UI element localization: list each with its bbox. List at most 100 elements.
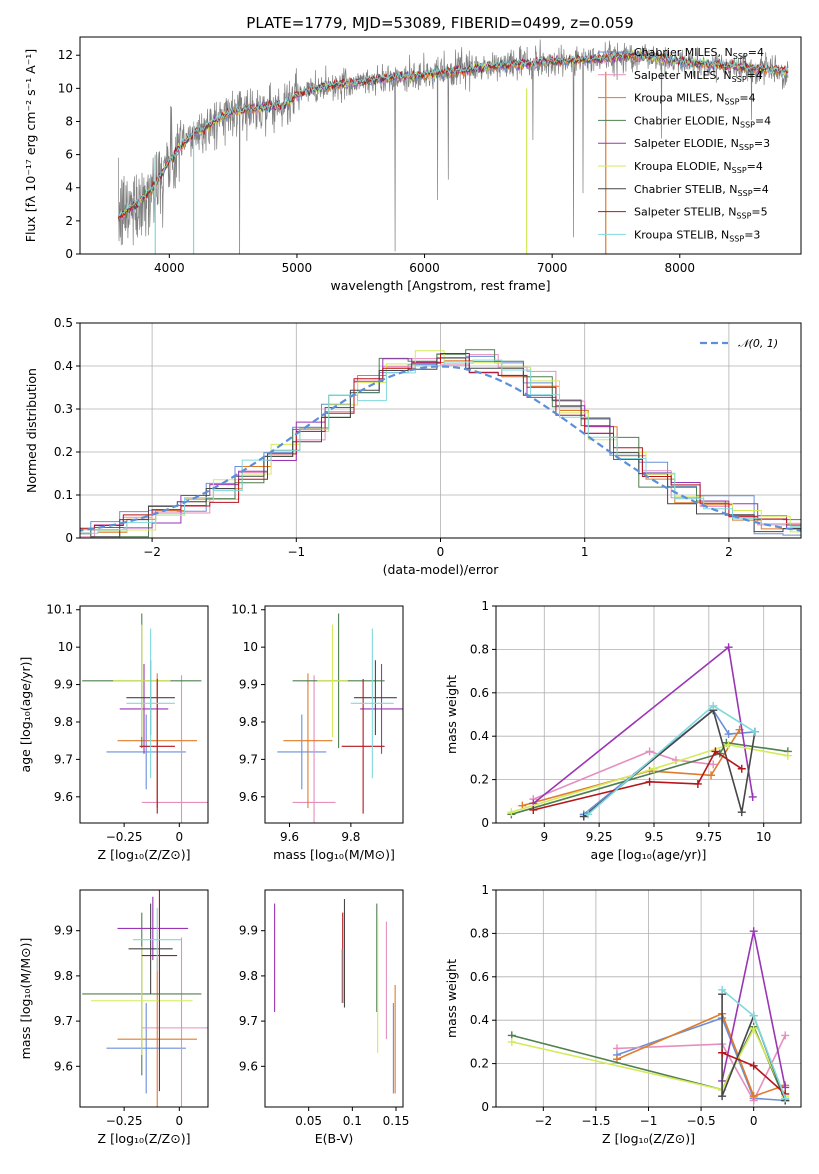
weight-marker: [612, 1044, 621, 1053]
y-tick-label: 9.8: [54, 969, 73, 983]
weight-marker: [584, 810, 593, 819]
x-tick-label: 9.25: [586, 830, 613, 844]
weight-marker: [748, 792, 757, 801]
weight-marker: [750, 727, 759, 736]
weight-marker: [649, 764, 658, 773]
legend-entry-3: Chabrier ELODIE, NSSP=4: [634, 114, 771, 129]
weight-marker: [711, 747, 720, 756]
weight-series-1: [616, 1035, 786, 1103]
legend-entry-2: Kroupa MILES, NSSP=4: [634, 92, 756, 107]
axes-weight_vs_Z: −2 −1.5 −1 −0.5 0 0 0.2 0.4 0.6 0.8 1 Z [log₁₀(Z/Z⊙…: [444, 883, 802, 1146]
weight-marker: [507, 1037, 516, 1046]
y-tick-label: 9.7: [239, 752, 258, 766]
y-tick-label: 9.6: [239, 790, 258, 804]
x-tick-label: 9.75: [695, 830, 722, 844]
x-tick-label: 9.6: [280, 830, 299, 844]
legend-entry-6: Chabrier STELIB, NSSP=4: [634, 183, 769, 198]
frame-weight_vs_age: [495, 605, 802, 824]
y-tick-label: 9.6: [54, 1059, 73, 1073]
weight-marker: [737, 808, 746, 817]
y-tick-label: 9.9: [239, 678, 258, 692]
weight-marker: [709, 701, 718, 710]
x-tick-label: 4000: [154, 261, 185, 275]
x-tick-label: −1: [287, 545, 305, 559]
weight-marker: [749, 1092, 758, 1101]
y-tick-label: 0.6: [470, 970, 489, 984]
y-tick-label: 9.7: [54, 1014, 73, 1028]
frame-mass_vs_Z: [79, 889, 209, 1108]
y-axis-label: Normed distribution: [24, 368, 39, 493]
x-tick-label: 0: [175, 1114, 183, 1128]
y-axis-label: mass [log₁₀(M/M⊙)]: [18, 938, 33, 1060]
axes-age_vs_Z: −0.25 0 9.6 9.7 9.8 9.9 10 10.1 Z [log₁₀(Z/Z⊙)] a…: [18, 603, 209, 862]
y-tick-label: 0.2: [470, 773, 489, 787]
weight-marker: [671, 756, 680, 765]
weight-marker: [749, 1061, 758, 1070]
frame-age_vs_Z: [79, 605, 209, 824]
x-tick-label: 0: [750, 1114, 758, 1128]
y-tick-label: 0.8: [470, 926, 489, 940]
y-tick-label: 6: [65, 148, 73, 162]
weight-marker: [529, 805, 538, 814]
errorbar-0: [277, 714, 327, 790]
plot-area-age_vs_mass: [277, 613, 403, 823]
weight-series-7: [533, 750, 743, 811]
errorbar-5: [91, 946, 193, 1056]
y-tick-label: 9.9: [54, 678, 73, 692]
weight-marker: [579, 812, 588, 821]
y-tick-label: 9.7: [239, 1014, 258, 1028]
y-axis-label: Flux [fλ 10⁻¹⁷ erg cm⁻² s⁻¹ A⁻¹]: [23, 49, 38, 242]
x-axis-label: Z [log₁₀(Z/Z⊙)]: [98, 847, 191, 862]
model-spectrum-8: [117, 49, 789, 217]
x-tick-label: −1.5: [581, 1114, 610, 1128]
x-axis-label: (data-model)/error: [383, 562, 500, 577]
x-tick-label: 8000: [664, 261, 695, 275]
x-tick-label: −1: [640, 1114, 658, 1128]
plot-area-weight_vs_Z: [507, 927, 790, 1105]
y-axis-label: mass weight: [444, 959, 459, 1038]
y-tick-label: 10: [58, 81, 73, 95]
weight-series-0: [583, 709, 755, 815]
weight-marker: [781, 1031, 790, 1040]
x-tick-label: −0.25: [106, 1114, 143, 1128]
errorbar-1: [141, 937, 208, 1107]
x-tick-label: −0.5: [687, 1114, 716, 1128]
weight-marker: [709, 760, 718, 769]
gaussian-legend-label: 𝒩(0, 1): [738, 337, 778, 350]
x-tick-label: −2: [143, 545, 161, 559]
x-axis-label: Z [log₁₀(Z/Z⊙)]: [98, 1131, 191, 1146]
weight-marker: [783, 751, 792, 760]
axes-age_vs_mass: 9.6 9.8 9.6 9.7 9.8 9.9 10 10.1 mass [log₁₀(M/M⊙…: [231, 603, 404, 862]
y-tick-label: 0: [481, 1100, 489, 1114]
weight-marker: [718, 985, 727, 994]
x-tick-label: 9.5: [644, 830, 663, 844]
x-axis-label: age [log₁₀(age/yr)]: [591, 847, 707, 862]
y-tick-label: 10: [58, 640, 73, 654]
y-tick-label: 0: [65, 531, 73, 545]
x-tick-label: 9: [540, 830, 548, 844]
y-tick-label: 9.9: [239, 924, 258, 938]
weight-marker: [645, 747, 654, 756]
y-tick-label: 0.3: [54, 402, 73, 416]
weight-marker: [507, 808, 516, 817]
y-tick-label: 9.9: [54, 924, 73, 938]
legend-entry-8: Kroupa STELIB, NSSP=3: [634, 228, 760, 243]
x-tick-label: 0.05: [295, 1114, 322, 1128]
errorbar-0: [106, 1003, 186, 1094]
errorbar-4: [360, 663, 403, 754]
errorbar-2: [283, 673, 333, 809]
y-tick-label: 0.5: [54, 316, 73, 330]
x-tick-label: 0: [175, 830, 183, 844]
frame-spectrum: [79, 36, 802, 255]
y-tick-label: 9.7: [54, 752, 73, 766]
errorbar-7: [139, 678, 175, 814]
axes-mass_vs_Z: −0.25 0 9.6 9.7 9.8 9.9 Z [log₁₀(Z/Z⊙)] mass [l…: [18, 889, 209, 1146]
axes-weight_vs_age: 9 9.25 9.5 9.75 10 0 0.2 0.4 0.6 0.8 1 age [log₁₀(a…: [444, 599, 802, 862]
y-tick-label: 0.2: [54, 445, 73, 459]
y-tick-label: 0: [481, 816, 489, 830]
weight-marker: [749, 927, 758, 936]
histogram-6: [80, 357, 801, 538]
histogram-2: [80, 360, 801, 533]
y-tick-label: 4: [65, 181, 73, 195]
